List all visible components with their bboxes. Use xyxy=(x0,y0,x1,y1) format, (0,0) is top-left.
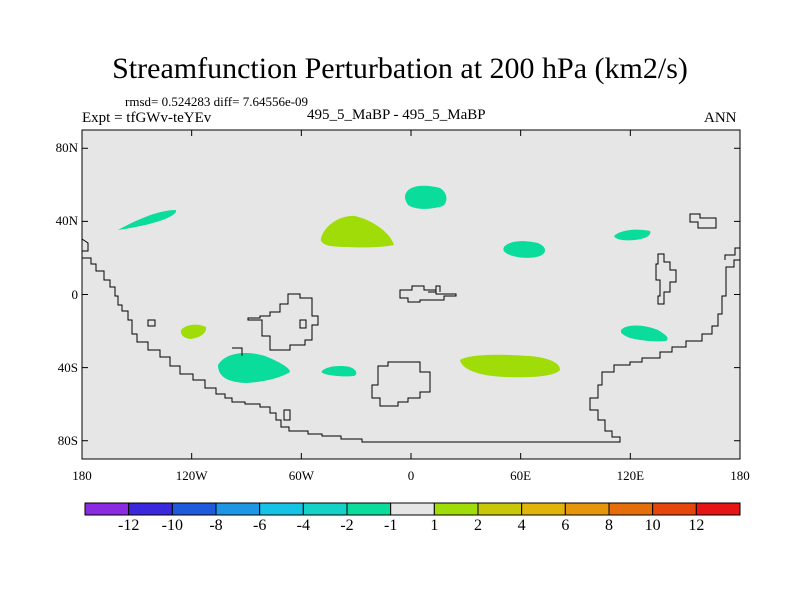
colorbar-label: -6 xyxy=(252,517,267,534)
patch-south-pacific-negative xyxy=(218,353,290,383)
experiment-label: Expt = tfGWv-teYEv xyxy=(82,110,212,126)
colorbar-swatch xyxy=(171,502,217,516)
colorbar xyxy=(84,502,741,516)
patch-south-atlantic-negative xyxy=(321,366,357,377)
lat-label: 80S xyxy=(57,432,78,448)
case-label: 495_5_MaBP - 495_5_MaBP xyxy=(307,107,486,123)
colorbar-swatch xyxy=(215,502,261,516)
lon-label: 0 xyxy=(407,468,415,483)
colorbar-swatch xyxy=(346,502,392,516)
lat-label: 0 xyxy=(71,286,79,302)
colorbar-swatch xyxy=(302,502,348,516)
colorbar-label: 8 xyxy=(605,517,613,534)
colorbar-label: 2 xyxy=(474,517,482,534)
lon-label: 120E xyxy=(616,468,645,483)
colorbar-label: 10 xyxy=(644,517,661,534)
stats-line: rmsd= 0.524283 diff= 7.64556e-09 xyxy=(125,94,309,109)
season-label: ANN xyxy=(704,110,737,126)
anomaly-patches xyxy=(118,185,668,383)
colorbar-label: -2 xyxy=(340,517,354,534)
colorbar-swatch xyxy=(608,502,654,516)
colorbar-label: -12 xyxy=(117,517,140,534)
colorbar-swatch xyxy=(433,502,479,516)
colorbar-label: 4 xyxy=(517,517,526,534)
chart-title: Streamfunction Perturbation at 200 hPa (… xyxy=(112,52,688,85)
colorbar-swatch xyxy=(128,502,173,516)
colorbar-label: 12 xyxy=(688,517,705,534)
lon-label: 180 xyxy=(72,468,92,483)
lat-label: 40S xyxy=(57,359,78,375)
colorbar-swatch xyxy=(390,502,435,516)
lat-label: 80N xyxy=(55,140,78,156)
map-background xyxy=(82,130,740,459)
patch-nw-pacific-negative xyxy=(118,210,177,230)
lat-label: 40N xyxy=(55,213,78,229)
colorbar-swatch xyxy=(564,502,610,516)
lon-label: 180 xyxy=(730,468,750,483)
colorbar-swatch xyxy=(84,502,130,516)
coastlines xyxy=(81,213,740,443)
colorbar-label: -10 xyxy=(161,517,183,534)
patch-central-asia-negative xyxy=(503,241,546,258)
axis-ticks xyxy=(81,130,741,459)
colorbar-label: -1 xyxy=(383,517,398,534)
colorbar-label: -4 xyxy=(296,517,310,534)
patch-europe-negative xyxy=(404,185,447,209)
lon-label: 60W xyxy=(288,468,314,483)
colorbar-swatch xyxy=(652,502,697,516)
colorbar-label: 1 xyxy=(430,517,439,534)
patch-east-asia-negative xyxy=(614,229,651,241)
patch-north-atlantic-positive xyxy=(320,215,394,248)
colorbar-label: -8 xyxy=(209,517,223,534)
colorbar-swatch xyxy=(477,502,523,516)
colorbar-swatch xyxy=(695,502,741,516)
colorbar-swatch xyxy=(259,502,304,516)
patch-tropical-pacific-positive xyxy=(180,324,207,339)
lon-label: 120W xyxy=(175,468,208,483)
colorbar-swatch xyxy=(521,502,566,516)
lon-label: 60E xyxy=(510,468,532,483)
colorbar-label: 6 xyxy=(561,517,570,534)
patch-indian-ocean-positive xyxy=(460,354,560,378)
patch-australia-negative xyxy=(620,325,668,342)
